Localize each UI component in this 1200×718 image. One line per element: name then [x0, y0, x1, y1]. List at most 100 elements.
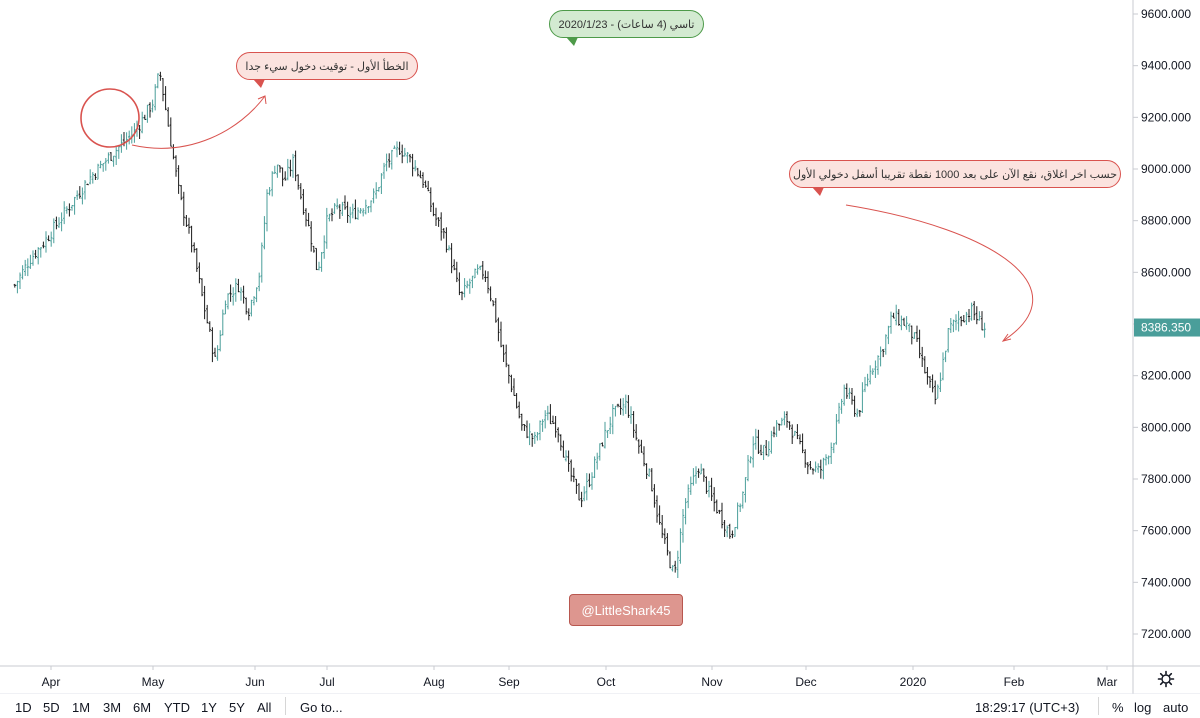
ohlc-bar [949, 318, 952, 333]
ohlc-bar [577, 483, 581, 501]
ohlc-bar [536, 432, 539, 441]
ohlc-bar [676, 550, 679, 578]
ohlc-bar [471, 275, 474, 289]
range-5d-button[interactable]: 5D [43, 700, 60, 715]
range-all-button[interactable]: All [257, 700, 272, 715]
ohlc-bar [156, 73, 159, 89]
ohlc-bar [601, 442, 604, 447]
ohlc-bar [871, 368, 874, 375]
ohlc-bar [814, 461, 817, 473]
ohlc-bar [653, 484, 656, 508]
ohlc-bar [96, 163, 100, 180]
ohlc-bar [432, 202, 435, 217]
ohlc-bar [876, 355, 880, 375]
ohlc-bar [115, 145, 118, 165]
ohlc-bar [941, 352, 945, 381]
ohlc-bar [325, 207, 328, 249]
ohlc-bar [549, 404, 552, 425]
ohlc-bar [632, 411, 635, 438]
ohlc-bar [957, 310, 960, 332]
ohlc-bar [234, 278, 237, 302]
ohlc-bar [575, 478, 578, 494]
ohlc-bar [468, 278, 471, 294]
ohlc-bar [141, 111, 144, 134]
ohlc-bar [375, 182, 378, 199]
range-1m-button[interactable]: 1M [72, 700, 91, 715]
log-scale-button[interactable]: log [1134, 700, 1152, 715]
ohlc-bar [460, 291, 464, 301]
arrowhead [257, 95, 267, 105]
ohlc-bar [24, 259, 27, 276]
ohlc-bar [611, 404, 614, 435]
toolbar-divider [285, 697, 286, 715]
ohlc-bar [57, 217, 61, 228]
watermark-text: @LittleShark45 [581, 602, 671, 618]
annotations [80, 88, 1034, 342]
ohlc-bar [213, 347, 217, 357]
ohlc-bar [520, 413, 523, 431]
ohlc-bar [229, 284, 232, 302]
range-3m-button[interactable]: 3M [103, 700, 122, 715]
ohlc-bar [86, 183, 89, 186]
ohlc-bar [936, 384, 939, 399]
ohlc-bar [37, 247, 40, 265]
auto-scale-button[interactable]: auto [1163, 700, 1189, 715]
ohlc-bar [55, 216, 58, 230]
ohlc-bar [315, 247, 318, 271]
ohlc-bar [299, 183, 302, 200]
ohlc-bar [216, 345, 219, 361]
ohlc-bar [863, 376, 867, 393]
ohlc-bar [824, 454, 828, 466]
ohlc-bar [304, 208, 308, 227]
percent-scale-button[interactable]: % [1112, 700, 1124, 715]
ohlc-bar [489, 286, 492, 302]
clock-readout[interactable]: 18:29:17 (UTC+3) [975, 700, 1080, 715]
ohlc-bar [869, 365, 872, 385]
ohlc-bar [541, 419, 544, 432]
ohlc-bar [830, 442, 833, 464]
chart-title-callout: تاسي (4 ساعات) - 2020/1/23 [549, 10, 704, 46]
author-watermark: @LittleShark45 [569, 594, 683, 626]
ohlc-bar [473, 268, 477, 279]
time-tick-label: Mar [1097, 675, 1118, 689]
price-chart[interactable]: 9600.000 9400.000 9200.000 9000.000 8800.000… [0, 0, 1200, 694]
price-tick-label: 8600.000 [1141, 265, 1191, 279]
gear-icon[interactable] [1157, 670, 1175, 688]
ohlc-bar [221, 309, 224, 336]
range-6m-button[interactable]: 6M [133, 700, 152, 715]
ohlc-bar [661, 515, 664, 539]
ohlc-bar [159, 71, 162, 81]
ohlc-bar [198, 262, 201, 284]
goto-button[interactable]: Go to... [300, 700, 343, 715]
ohlc-bar [557, 427, 560, 443]
ohlc-bar [689, 476, 692, 495]
range-1d-button[interactable]: 1D [15, 700, 32, 715]
ohlc-bar [16, 280, 19, 294]
ohlc-bar [843, 384, 846, 406]
ohlc-bar [697, 468, 700, 478]
ohlc-bar [219, 330, 222, 352]
ohlc-bar [848, 387, 851, 399]
range-ytd-button[interactable]: YTD [164, 700, 190, 715]
ohlc-bar [853, 395, 856, 417]
ohlc-bar [866, 373, 869, 387]
ohlc-bar [832, 442, 835, 454]
time-tick-label: Jul [319, 675, 334, 689]
ohlc-bar [809, 461, 812, 470]
range-5y-button[interactable]: 5Y [229, 700, 245, 715]
ohlc-bar [356, 207, 360, 220]
ohlc-bar [590, 472, 594, 490]
ohlc-bar [388, 153, 391, 168]
ohlc-bar [427, 180, 430, 192]
ohlc-bar [172, 144, 175, 160]
ohlc-bar [273, 165, 276, 174]
ohlc-bar [31, 250, 35, 266]
range-1y-button[interactable]: 1Y [201, 700, 217, 715]
ohlc-bar [424, 180, 427, 188]
ohlc-bar [481, 261, 484, 280]
ohlc-bar [778, 423, 781, 431]
ohlc-bar [442, 228, 445, 239]
ohlc-bar [835, 414, 838, 445]
ohlc-bar [297, 174, 300, 190]
